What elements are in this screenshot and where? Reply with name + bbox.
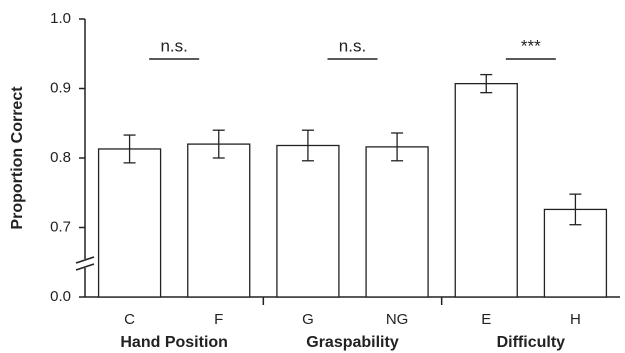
error-bar <box>391 132 404 162</box>
group-label: Hand Position <box>120 334 228 351</box>
bar <box>187 143 251 298</box>
x-tick-label: F <box>214 311 223 328</box>
y-axis-label: Proportion Correct <box>9 86 26 230</box>
significance-label: n.s. <box>160 36 187 55</box>
bar <box>97 148 162 298</box>
bar <box>365 146 429 298</box>
x-tick-label: G <box>302 311 314 328</box>
y-tick-label: 1.0 <box>50 10 71 27</box>
bar <box>454 82 518 298</box>
y-tick-label: 0.7 <box>50 218 71 235</box>
y-tick-label: 0.9 <box>50 79 71 96</box>
y-tick-label: 0.8 <box>50 149 71 166</box>
significance-label: n.s. <box>339 36 366 55</box>
error-bar <box>569 193 582 226</box>
error-bar <box>212 129 225 159</box>
axis-break <box>75 256 95 271</box>
group-label: Difficulty <box>497 334 566 351</box>
error-bar <box>123 134 136 164</box>
bar <box>276 144 340 298</box>
significance-label: *** <box>521 36 541 55</box>
y-tick-label: 0.0 <box>50 288 71 305</box>
group-label: Graspability <box>306 334 399 351</box>
x-tick-label: E <box>481 311 491 328</box>
x-tick-label: NG <box>386 311 409 328</box>
break-gap <box>76 259 94 268</box>
break-mark <box>75 263 95 271</box>
error-bar <box>480 73 493 94</box>
error-bar <box>301 129 314 162</box>
x-tick-label: H <box>570 311 581 328</box>
x-tick-label: C <box>124 311 135 328</box>
break-mark <box>75 256 95 264</box>
